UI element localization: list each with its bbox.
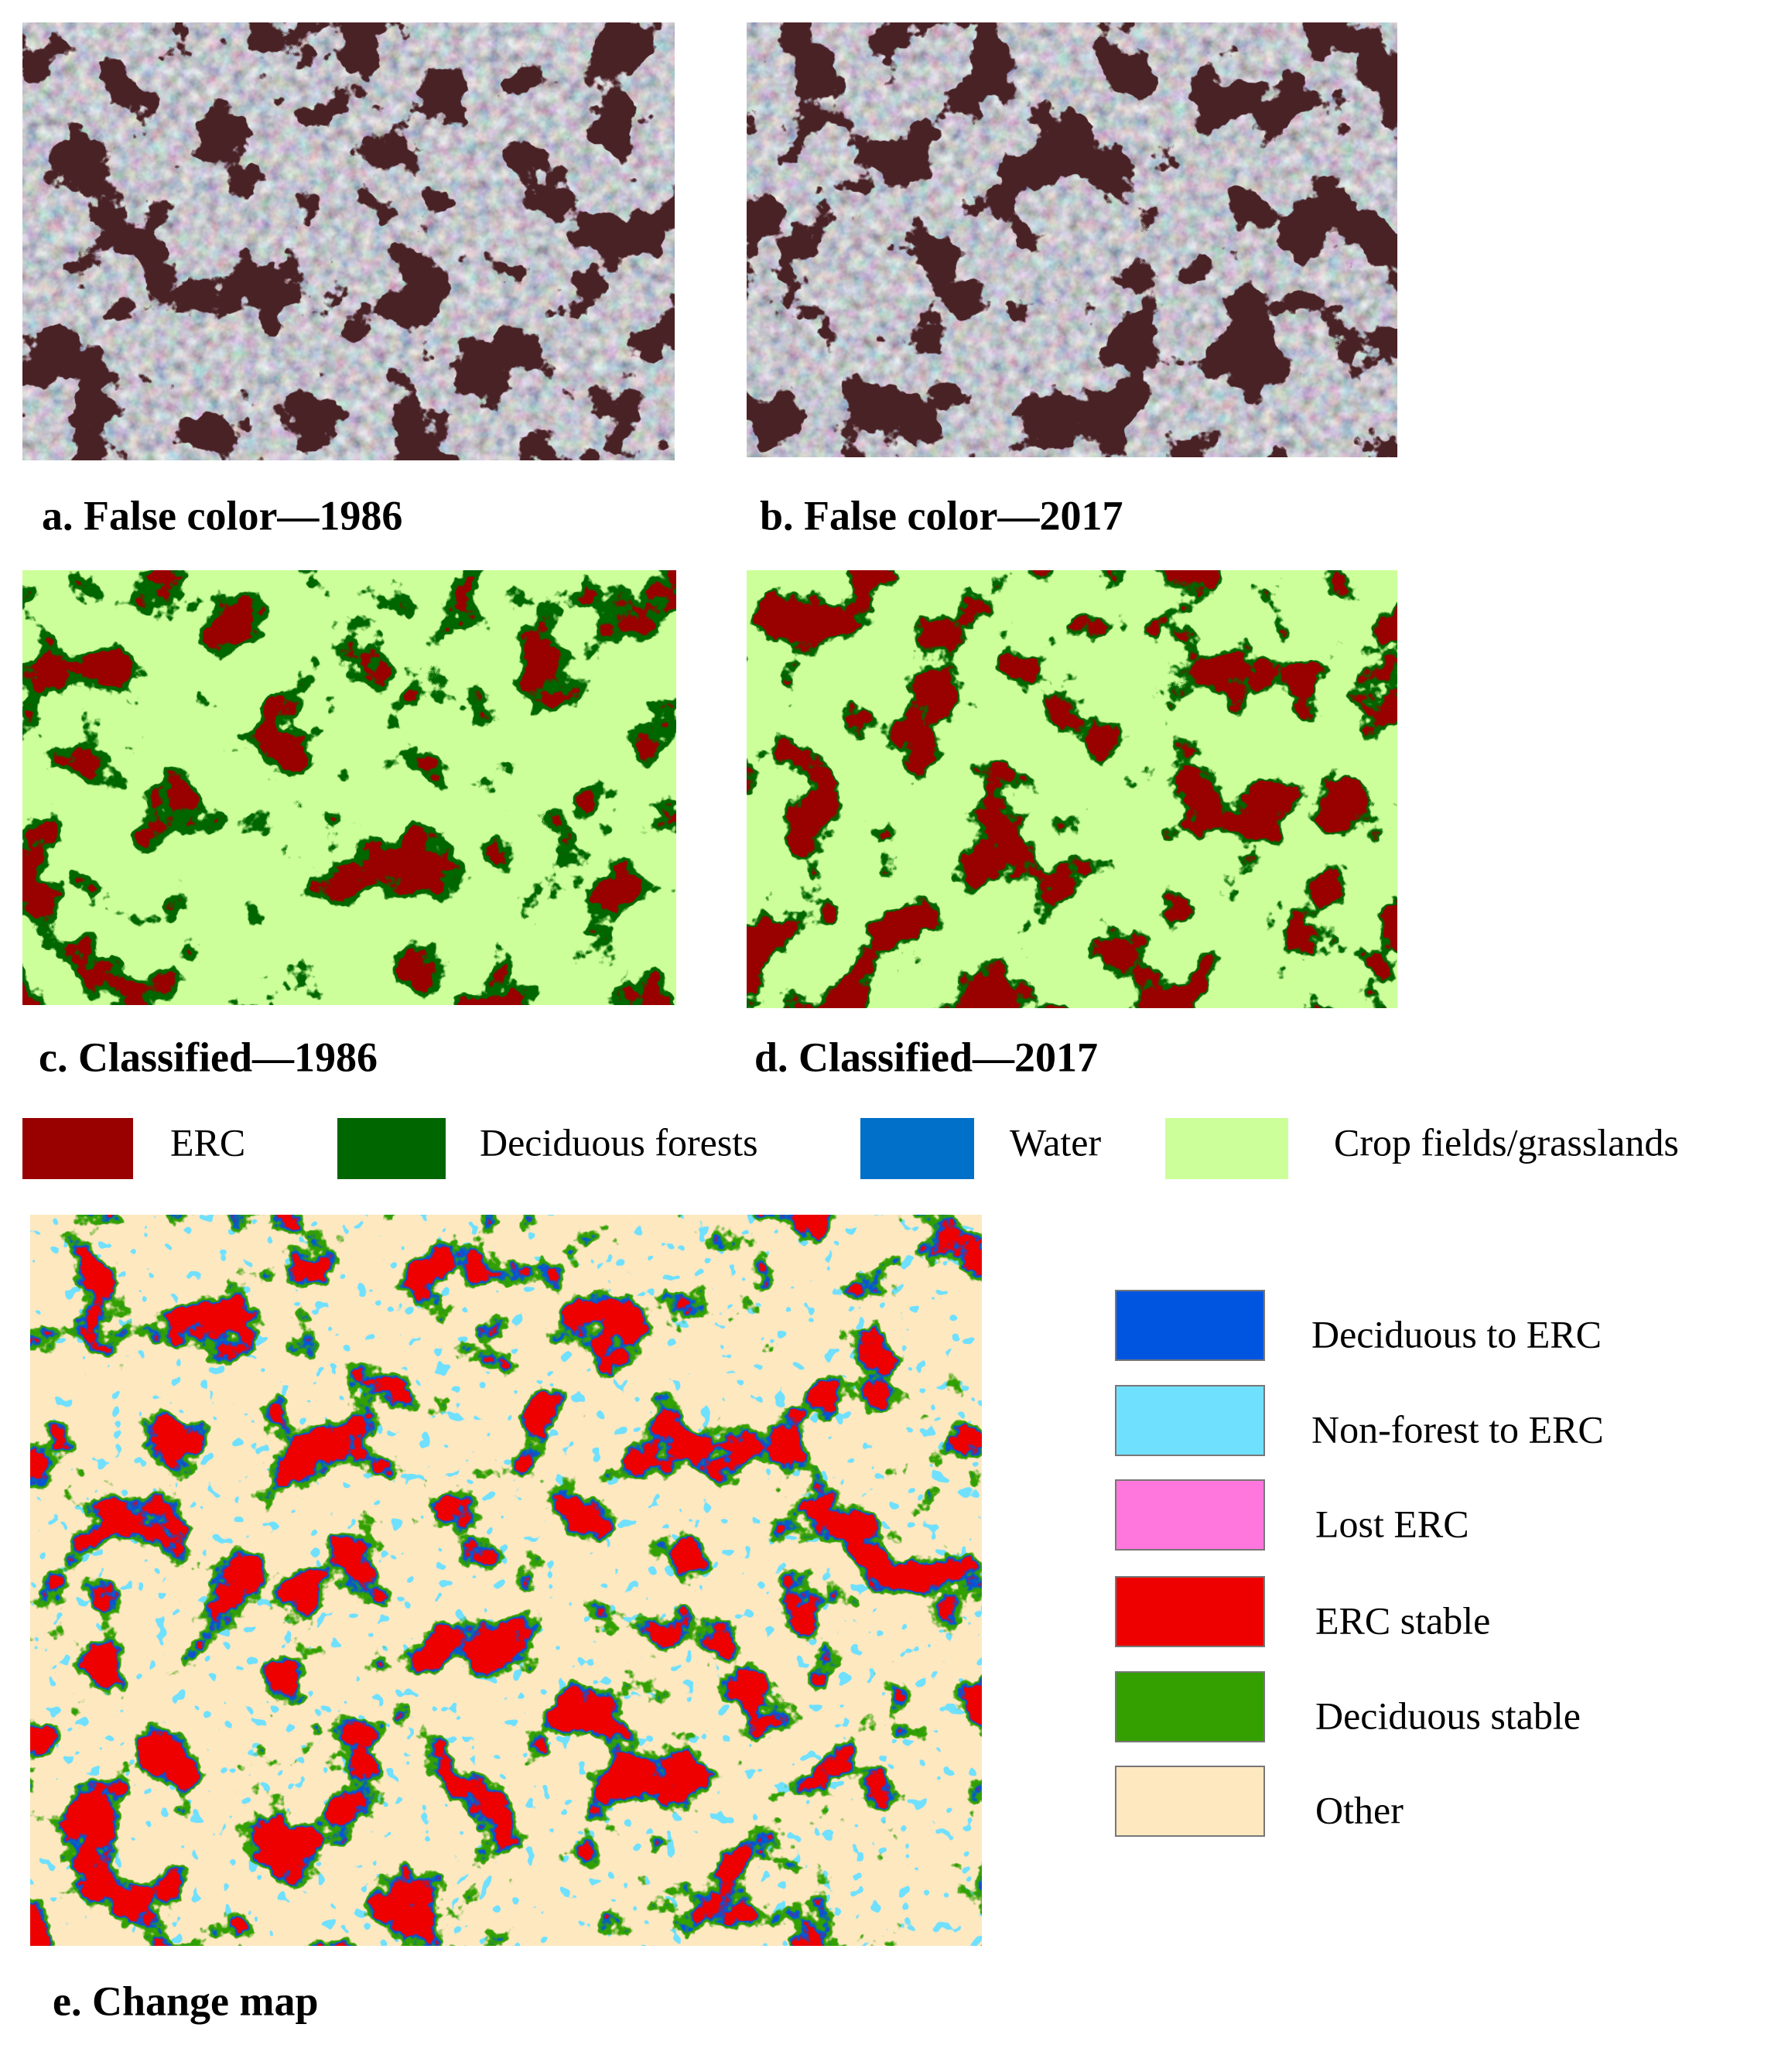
legend-swatch	[1115, 1385, 1265, 1456]
legend-label: Lost ERC	[1315, 1502, 1469, 1545]
maps	[22, 22, 1397, 1946]
legend-swatch	[1115, 1671, 1265, 1742]
false-color-image	[22, 22, 675, 460]
legend-swatch	[1115, 1290, 1265, 1361]
panel-caption: d. Classified—2017	[754, 1034, 1098, 1080]
erc-layer	[747, 570, 1397, 1008]
legend-label: ERC stable	[1315, 1598, 1490, 1642]
forest-texture	[22, 22, 675, 460]
legend-swatch	[337, 1118, 446, 1179]
legend-swatch	[1115, 1766, 1265, 1837]
legend-swatch	[860, 1118, 974, 1179]
legend-swatch	[22, 1118, 133, 1179]
panel-caption: b. False color—2017	[760, 492, 1123, 539]
legend-label: Deciduous to ERC	[1311, 1312, 1602, 1356]
change-map	[30, 1215, 982, 1946]
classified-map	[747, 570, 1397, 1008]
panel-caption: e. Change map	[53, 1978, 319, 2024]
legend-swatch	[1115, 1576, 1265, 1647]
legend-label: ERC	[170, 1120, 245, 1164]
forest-texture	[747, 22, 1397, 457]
panel-caption: c. Classified—1986	[39, 1034, 378, 1080]
legend-label: Water	[1010, 1120, 1101, 1164]
classified-map	[22, 570, 676, 1005]
erc-layer	[22, 570, 676, 1005]
legend-label: Deciduous forests	[480, 1120, 758, 1164]
legend-label: Crop fields/grasslands	[1334, 1120, 1679, 1164]
legend-label: Deciduous stable	[1315, 1694, 1581, 1737]
panel-caption: a. False color—1986	[42, 492, 402, 539]
erc-stable-layer	[30, 1215, 982, 1946]
legend-swatch	[1115, 1479, 1265, 1551]
legend-label: Non-forest to ERC	[1311, 1407, 1604, 1451]
false-color-image	[747, 22, 1397, 457]
legend-label: Other	[1315, 1788, 1404, 1831]
legend-swatch	[1165, 1118, 1288, 1179]
